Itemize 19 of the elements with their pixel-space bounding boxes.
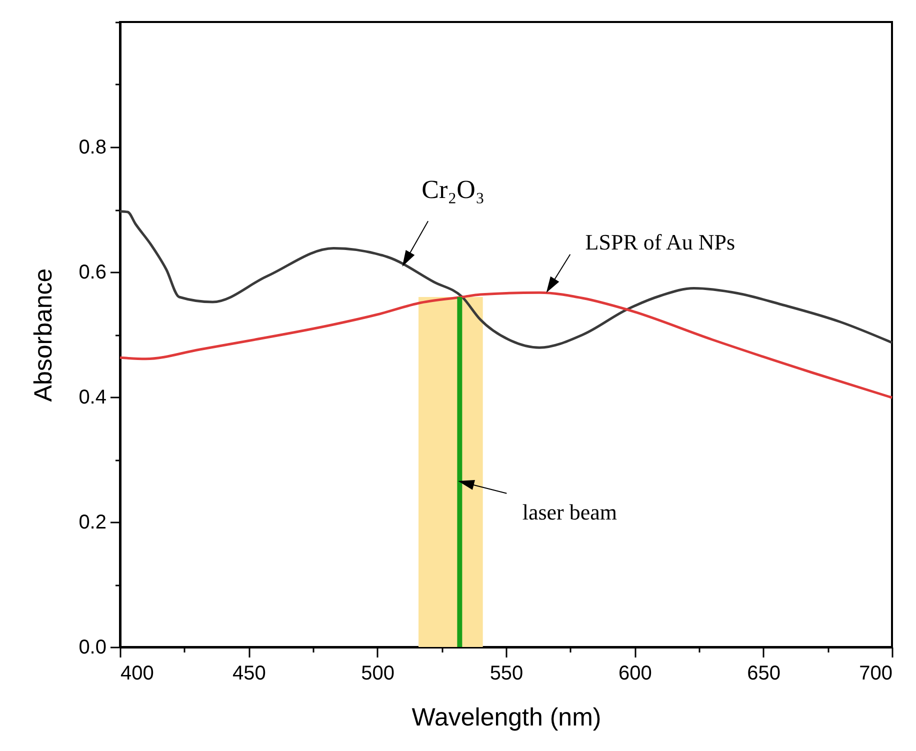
x-tick-label: 450 <box>232 662 266 684</box>
x-tick-label: 550 <box>490 662 524 684</box>
y-tick-label: 0.4 <box>78 386 106 408</box>
line-series <box>118 210 894 349</box>
x-tick-label: 650 <box>747 662 781 684</box>
x-tick-label: 400 <box>120 662 154 684</box>
line-series <box>118 291 894 399</box>
x-tick-label: 700 <box>859 662 892 684</box>
y-tick-label: 0.8 <box>78 136 106 158</box>
y-tick-label: 0.6 <box>78 262 106 284</box>
y-tick-label: 0.2 <box>78 512 106 534</box>
annotation: Cr₂O₃ <box>422 175 485 204</box>
x-tick-label: 600 <box>618 662 652 684</box>
y-axis-title: Absorbance <box>30 268 58 402</box>
y-tick-label: 0.0 <box>78 636 106 658</box>
x-axis-title: Wavelength (nm) <box>412 704 602 732</box>
annotation: laser beam <box>522 499 618 524</box>
x-tick-label: 500 <box>361 662 395 684</box>
annotation: LSPR of Au NPs <box>585 229 736 254</box>
